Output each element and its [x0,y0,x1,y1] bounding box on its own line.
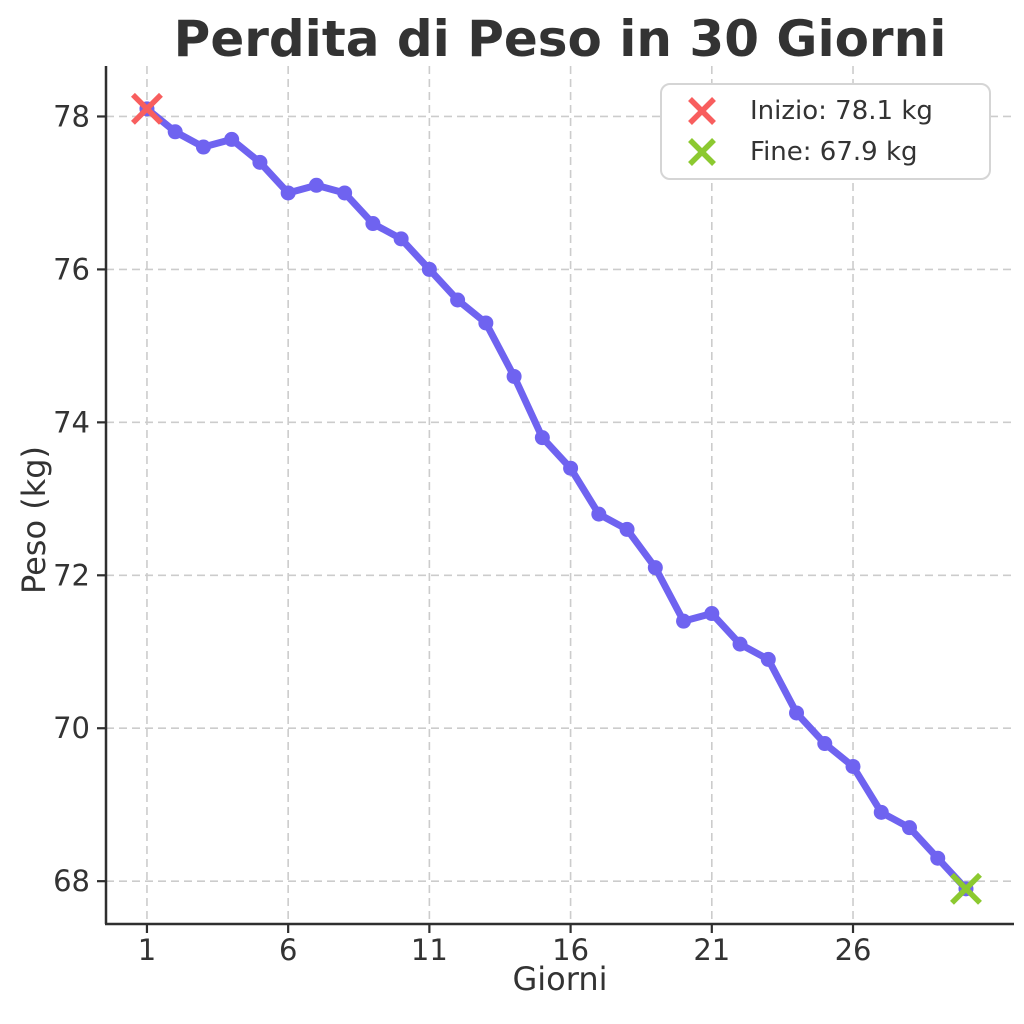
data-point-day-2 [167,124,183,140]
data-point-day-28 [902,820,918,836]
x-tick-label-11: 11 [411,933,448,967]
data-point-day-16 [563,460,579,476]
start-x-icon [688,96,716,125]
data-point-day-11 [421,261,437,277]
fine-x-marker [950,872,982,905]
data-point-day-9 [365,216,381,232]
y-tick-label-72: 72 [53,558,90,592]
legend-label-inizio: Inizio: 78.1 kg [750,95,933,126]
legend: Inizio: 78.1 kg Fine: 67.9 kg [660,83,991,180]
data-point-day-8 [337,185,353,201]
data-point-day-22 [732,636,748,652]
data-point-day-17 [591,506,607,522]
data-point-day-29 [930,850,946,866]
data-point-day-5 [252,154,268,170]
data-point-day-26 [845,758,861,774]
x-tick-label-26: 26 [835,933,872,967]
y-tick-label-74: 74 [53,405,90,439]
data-point-day-13 [478,315,494,331]
data-point-day-25 [817,736,833,752]
data-point-day-23 [760,651,776,667]
data-point-day-6 [280,185,296,201]
x-axis-label: Giorni [512,960,608,998]
x-tick-label-1: 1 [138,933,156,967]
data-point-day-24 [789,705,805,721]
y-tick-label-78: 78 [53,99,90,133]
chart-title: Perdita di Peso in 30 Giorni [173,10,947,68]
data-point-day-10 [393,231,409,247]
data-point-day-3 [195,139,211,155]
x-tick-label-16: 16 [552,933,589,967]
data-point-day-19 [647,560,663,576]
data-point-day-27 [873,804,889,820]
x-tick-label-21: 21 [693,933,730,967]
data-point-day-15 [534,430,550,446]
legend-item-fine: Fine: 67.9 kg [684,134,979,170]
data-point-day-21 [704,606,720,622]
data-point-day-12 [450,292,466,308]
inizio-x-marker [131,92,163,125]
end-x-icon [688,138,716,167]
y-tick-label-76: 76 [53,252,90,286]
y-tick-label-70: 70 [53,711,90,745]
data-point-day-4 [224,131,240,147]
data-point-day-7 [308,177,324,193]
data-point-day-20 [676,613,692,629]
data-point-day-14 [506,368,522,384]
y-tick-label-68: 68 [53,864,90,898]
y-axis-label: Peso (kg) [15,445,53,595]
data-point-day-18 [619,521,635,537]
legend-label-fine: Fine: 67.9 kg [750,137,918,168]
weight-line [143,105,970,893]
x-tick-label-6: 6 [279,933,297,967]
legend-item-inizio: Inizio: 78.1 kg [684,93,979,129]
